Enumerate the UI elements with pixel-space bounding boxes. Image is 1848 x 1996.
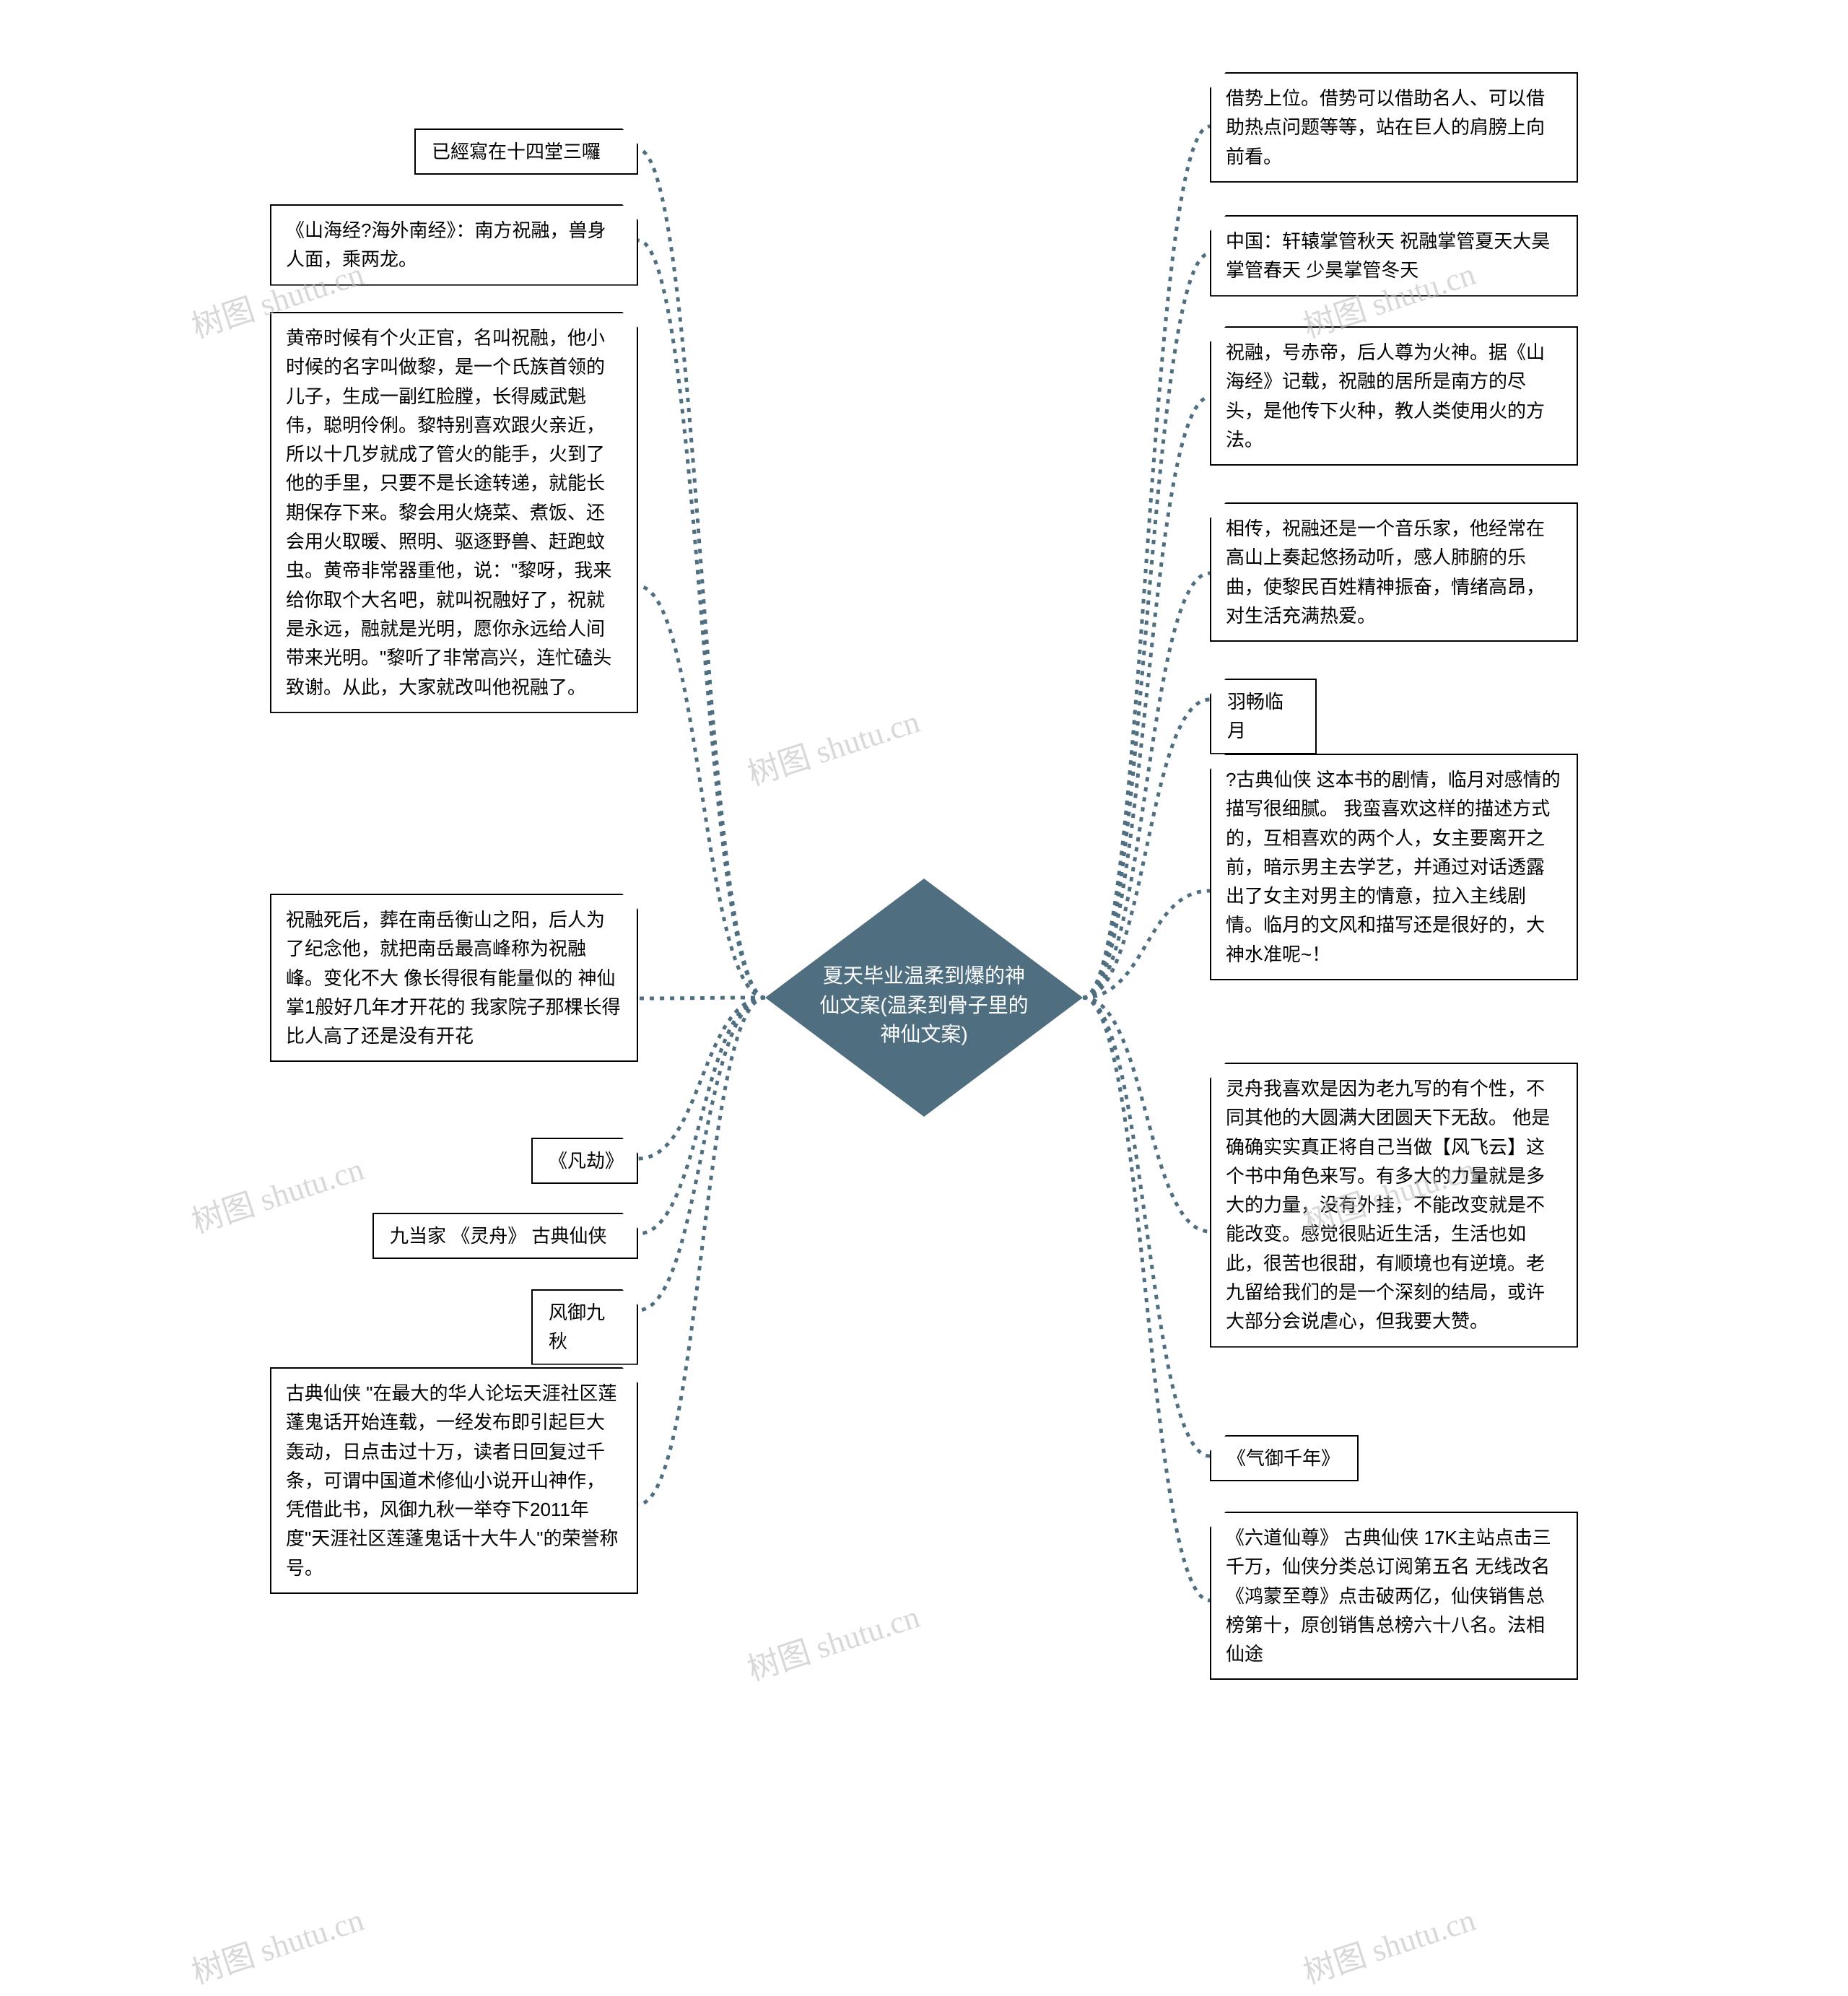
mindmap-node: 九当家 《灵舟》 古典仙侠 xyxy=(372,1213,638,1259)
mindmap-node: 借势上位。借势可以借助名人、可以借助热点问题等等，站在巨人的肩膀上向前看。 xyxy=(1210,72,1578,183)
mindmap-node: 古典仙侠 "在最大的华人论坛天涯社区莲蓬鬼话开始连载，一经发布即引起巨大轰动，日… xyxy=(270,1367,638,1594)
watermark: 树图 shutu.cn xyxy=(185,1143,369,1242)
mindmap-node: 祝融，号赤帝，后人尊为火神。据《山海经》记载，祝融的居所是南方的尽头，是他传下火… xyxy=(1210,326,1578,466)
watermark-text-cn: 树图 xyxy=(744,1634,815,1688)
mindmap-node: 风御九秋 xyxy=(531,1289,638,1365)
mindmap-node: 中国：轩辕掌管秋天 祝融掌管夏天大昊掌管春天 少昊掌管冬天 xyxy=(1210,215,1578,297)
watermark-text-cn: 树图 xyxy=(744,739,815,793)
watermark-text-en: shutu.cn xyxy=(804,704,924,773)
mindmap-node: ?古典仙侠 这本书的剧情，临月对感情的描写很细腻。 我蛮喜欢这样的描述方式的，互… xyxy=(1210,754,1578,980)
watermark-text-cn: 树图 xyxy=(188,1187,259,1240)
watermark-text-en: shutu.cn xyxy=(248,1151,368,1221)
mindmap-node: 祝融死后，葬在南岳衡山之阳，后人为了纪念他，就把南岳最高峰称为祝融峰。变化不大 … xyxy=(270,894,638,1062)
watermark-text-en: shutu.cn xyxy=(804,1599,924,1668)
watermark-text-en: shutu.cn xyxy=(248,1902,368,1971)
watermark: 树图 shutu.cn xyxy=(1296,1893,1481,1992)
mindmap-node: 《六道仙尊》 古典仙侠 17K主站点击三千万，仙侠分类总订阅第五名 无线改名《鸿… xyxy=(1210,1512,1578,1680)
watermark: 树图 shutu.cn xyxy=(741,1590,925,1689)
mindmap-node: 《气御千年》 xyxy=(1210,1435,1359,1481)
watermark-text-en: shutu.cn xyxy=(1360,1902,1480,1971)
mindmap-node: 灵舟我喜欢是因为老九写的有个性，不同其他的大圆满大团圆天下无敌。 他是确确实实真… xyxy=(1210,1063,1578,1348)
center-node: 夏天毕业温柔到爆的神仙文案(温柔到骨子里的神仙文案) xyxy=(765,879,1083,1117)
watermark: 树图 shutu.cn xyxy=(185,1893,369,1992)
mindmap-canvas: 夏天毕业温柔到爆的神仙文案(温柔到骨子里的神仙文案) 已經寫在十四堂三囉《山海经… xyxy=(0,0,1848,1996)
watermark-text-cn: 树图 xyxy=(188,1938,259,1991)
mindmap-node: 已經寫在十四堂三囉 xyxy=(414,128,638,175)
watermark: 树图 shutu.cn xyxy=(741,695,925,794)
mindmap-node: 相传，祝融还是一个音乐家，他经常在高山上奏起悠扬动听，感人肺腑的乐曲，使黎民百姓… xyxy=(1210,502,1578,642)
mindmap-node: 《凡劫》 xyxy=(531,1138,638,1184)
watermark-text-cn: 树图 xyxy=(1299,1938,1371,1991)
mindmap-node: 羽畅临月 xyxy=(1210,679,1317,754)
watermark-text-cn: 树图 xyxy=(188,292,259,345)
center-title: 夏天毕业温柔到爆的神仙文案(温柔到骨子里的神仙文案) xyxy=(816,962,1032,1050)
mindmap-node: 黄帝时候有个火正官，名叫祝融，他小时候的名字叫做黎，是一个氏族首领的儿子，生成一… xyxy=(270,312,638,713)
mindmap-node: 《山海经?海外南经》：南方祝融，兽身人面，乘两龙。 xyxy=(270,204,638,286)
